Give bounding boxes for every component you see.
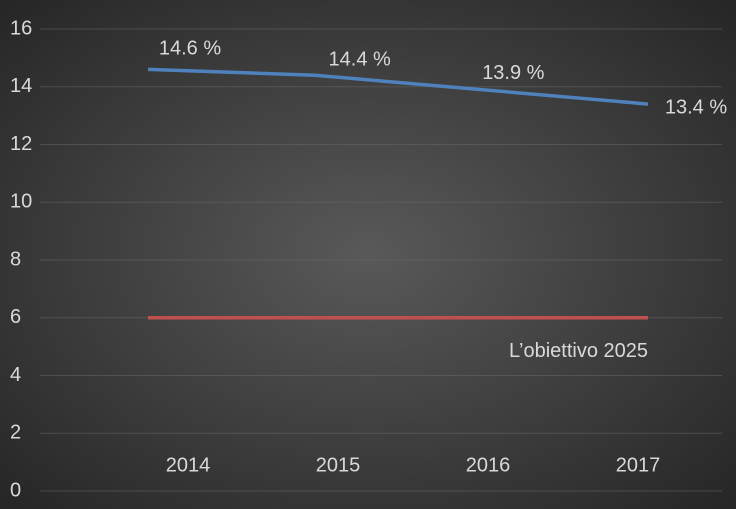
y-tick-label: 6 bbox=[10, 306, 21, 328]
x-tick-label: 2014 bbox=[166, 454, 211, 476]
y-tick-label: 0 bbox=[10, 479, 21, 501]
data-label: 13.4 % bbox=[665, 96, 727, 118]
y-tick-label: 8 bbox=[10, 248, 21, 270]
x-tick-label: 2016 bbox=[466, 454, 511, 476]
series-line bbox=[147, 67, 649, 106]
y-tick-label: 4 bbox=[10, 364, 21, 386]
data-label: 14.6 % bbox=[159, 38, 221, 60]
y-tick-label: 2 bbox=[10, 422, 21, 444]
y-tick-label: 10 bbox=[10, 191, 32, 213]
data-label: 14.4 % bbox=[329, 48, 391, 70]
y-tick-label: 16 bbox=[10, 17, 32, 39]
y-tick-label: 14 bbox=[10, 75, 32, 97]
x-tick-label: 2015 bbox=[316, 454, 361, 476]
y-tick-label: 12 bbox=[10, 133, 32, 155]
annotation: L’obiettivo 2025 bbox=[509, 340, 648, 362]
data-label: 13.9 % bbox=[482, 62, 544, 84]
x-tick-label: 2017 bbox=[616, 454, 661, 476]
